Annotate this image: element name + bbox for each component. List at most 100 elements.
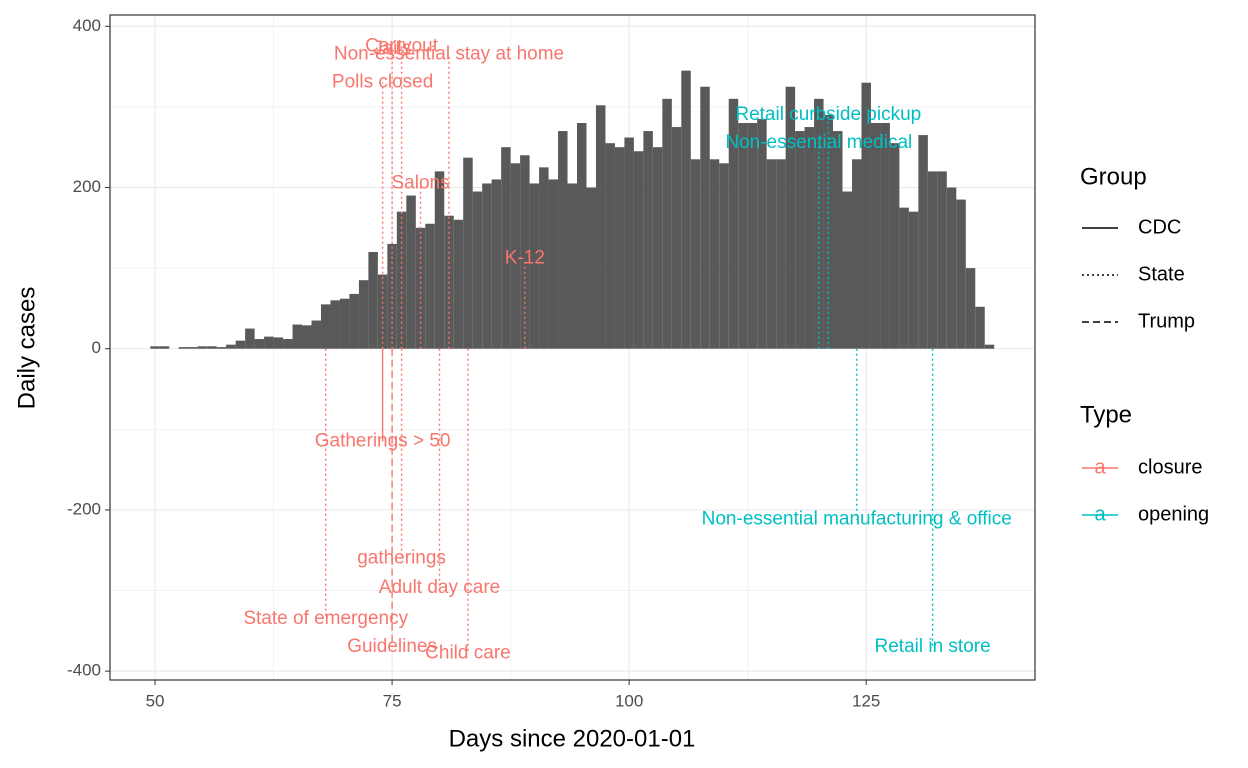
- bar: [842, 191, 852, 349]
- bar: [870, 123, 881, 349]
- bar: [520, 155, 530, 349]
- annotation-label: Gatherings > 50: [315, 430, 451, 451]
- bar: [795, 131, 805, 349]
- x-axis-title: Days since 2020-01-01: [449, 725, 696, 752]
- bar: [652, 147, 663, 349]
- annotation-label: Jails: [373, 38, 411, 59]
- legend-label: opening: [1138, 503, 1209, 525]
- annotation-label: Non-essential stay at home: [334, 44, 564, 65]
- bar: [245, 328, 255, 349]
- bar: [700, 86, 710, 349]
- annotation-label: Salons: [391, 172, 449, 193]
- annotation-label: Retail in store: [875, 636, 991, 657]
- bar: [197, 346, 208, 349]
- bar: [159, 346, 170, 349]
- bar: [605, 143, 615, 349]
- bar: [719, 163, 729, 349]
- bar: [453, 219, 464, 349]
- x-tick-label: 50: [146, 691, 165, 710]
- bar: [956, 199, 966, 349]
- bar: [254, 339, 265, 349]
- bar: [690, 159, 701, 349]
- bar: [150, 346, 160, 349]
- bar: [482, 183, 492, 349]
- legend-title: Group: [1080, 163, 1147, 190]
- annotation-label: Guidelines: [347, 636, 437, 657]
- bar: [396, 211, 407, 349]
- bar: [927, 171, 938, 349]
- legend-label: closure: [1138, 456, 1202, 478]
- bar: [804, 127, 815, 349]
- bar: [975, 306, 985, 349]
- bar: [757, 118, 767, 349]
- y-tick-label: 400: [73, 16, 101, 35]
- legend-title: Type: [1080, 401, 1132, 428]
- bar: [339, 298, 350, 349]
- bar: [899, 207, 909, 349]
- bar: [984, 344, 995, 349]
- bar: [624, 137, 634, 349]
- bar: [785, 86, 796, 349]
- bar: [235, 340, 246, 349]
- bar: [567, 183, 578, 349]
- legend-label: CDC: [1138, 216, 1181, 238]
- bar: [946, 187, 957, 349]
- bar: [377, 274, 388, 349]
- bar: [937, 171, 947, 349]
- annotation-label: Non-essential medical: [725, 132, 912, 153]
- bar: [510, 163, 521, 349]
- bar: [766, 159, 777, 349]
- legend-label: Trump: [1138, 310, 1195, 332]
- bar: [529, 183, 540, 349]
- bar: [425, 223, 435, 349]
- bar: [965, 268, 976, 349]
- annotation-label: Polls closed: [332, 72, 433, 93]
- bar: [434, 171, 445, 349]
- bar: [349, 293, 359, 349]
- bar: [387, 243, 397, 349]
- bar: [216, 347, 227, 349]
- bar: [539, 167, 549, 349]
- marks: [150, 46, 995, 654]
- bar: [776, 159, 786, 349]
- bar: [671, 127, 682, 349]
- bar: [918, 135, 928, 349]
- bar: [889, 143, 900, 349]
- y-tick-label: -400: [67, 661, 101, 680]
- bar: [861, 82, 871, 349]
- y-tick-label: -200: [67, 499, 101, 518]
- bar: [273, 337, 284, 349]
- bar: [577, 123, 587, 349]
- bar: [908, 211, 919, 349]
- bar: [283, 339, 293, 349]
- bar: [472, 191, 483, 349]
- bar: [368, 251, 378, 349]
- bar: [633, 151, 644, 349]
- bar: [586, 187, 596, 349]
- legend-key: a: [1094, 503, 1106, 525]
- annotation-label: Child care: [425, 642, 511, 663]
- annotation-label: Adult day care: [379, 577, 500, 598]
- x-tick-label: 125: [852, 691, 880, 710]
- annotation-label: Retail curbside pickup: [735, 104, 921, 125]
- bar: [814, 98, 824, 349]
- bar: [178, 347, 189, 349]
- bar: [738, 123, 748, 349]
- bar: [330, 300, 340, 349]
- bar: [851, 159, 862, 349]
- bar: [264, 336, 274, 349]
- bar: [548, 179, 559, 349]
- bar: [501, 147, 511, 349]
- bar: [463, 157, 473, 349]
- y-tick-label: 0: [92, 338, 101, 357]
- annotation-label: gatherings: [357, 547, 446, 568]
- bar: [747, 123, 758, 349]
- x-tick-label: 75: [383, 691, 402, 710]
- annotation-label: Non-essential manufacturing & office: [702, 509, 1012, 530]
- annotation-label: State of emergency: [243, 608, 408, 629]
- bar: [226, 344, 236, 349]
- bar: [207, 346, 217, 349]
- bar: [311, 320, 321, 349]
